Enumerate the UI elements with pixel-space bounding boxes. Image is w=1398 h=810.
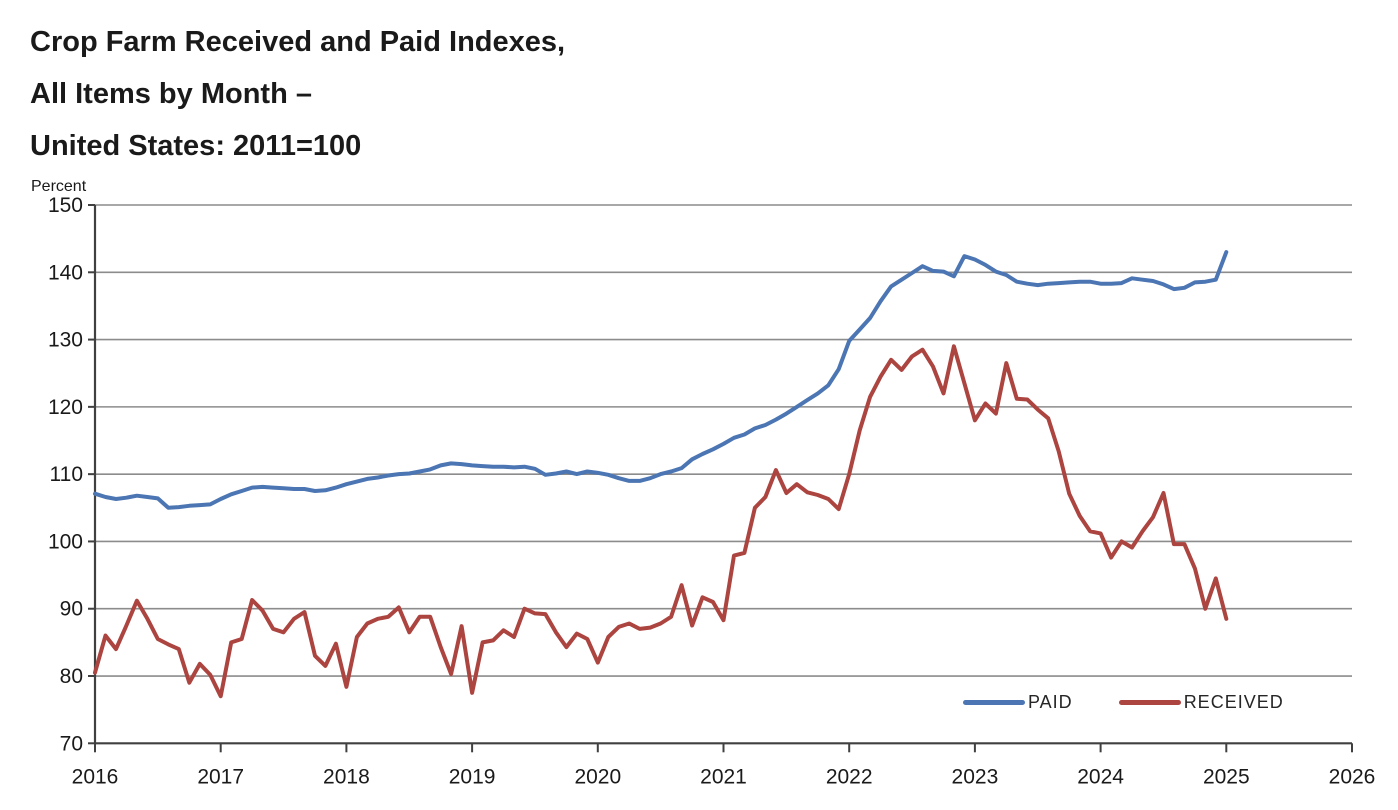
x-tick-label-2025: 2025 — [1203, 765, 1250, 788]
x-tick-label-2017: 2017 — [197, 765, 244, 788]
x-tick-label-2024: 2024 — [1077, 765, 1124, 788]
x-tick-label-2019: 2019 — [449, 765, 496, 788]
y-tick-label-80: 80 — [60, 665, 83, 688]
x-tick-label-2018: 2018 — [323, 765, 370, 788]
y-tick-label-100: 100 — [48, 530, 83, 553]
legend-item-received: RECEIVED — [1118, 692, 1284, 713]
legend-item-paid: PAID — [963, 692, 1073, 713]
received-line-swatch-icon — [1118, 700, 1181, 705]
y-tick-label-90: 90 — [60, 598, 83, 621]
y-tick-label-150: 150 — [48, 194, 83, 217]
chart-title-line1: Crop Farm Received and Paid Indexes, — [30, 26, 566, 58]
chart-title-line3: United States: 2011=100 — [30, 130, 362, 162]
x-tick-label-2022: 2022 — [826, 765, 873, 788]
chart-legend: PAID RECEIVED — [963, 692, 1284, 713]
y-tick-label-130: 130 — [48, 329, 83, 352]
legend-label-paid: PAID — [1028, 692, 1073, 712]
y-axis-title: Percent — [31, 178, 87, 195]
x-tick-label-2020: 2020 — [574, 765, 621, 788]
x-tick-label-2016: 2016 — [72, 765, 119, 788]
x-tick-label-2023: 2023 — [952, 765, 999, 788]
y-tick-label-140: 140 — [48, 261, 83, 284]
y-tick-label-120: 120 — [48, 396, 83, 419]
chart-title: Crop Farm Received and Paid Indexes, All… — [30, 16, 565, 172]
y-tick-label-110: 110 — [50, 463, 83, 486]
paid-line-swatch-icon — [963, 700, 1025, 705]
series-line-received — [93, 344, 1229, 699]
chart-title-line2: All Items by Month – — [30, 78, 312, 110]
x-tick-label-2026: 2026 — [1329, 765, 1376, 788]
legend-label-received: RECEIVED — [1183, 692, 1284, 712]
x-tick-label-2021: 2021 — [700, 765, 747, 788]
y-tick-label-70: 70 — [60, 732, 83, 755]
series-line-paid — [93, 250, 1229, 510]
